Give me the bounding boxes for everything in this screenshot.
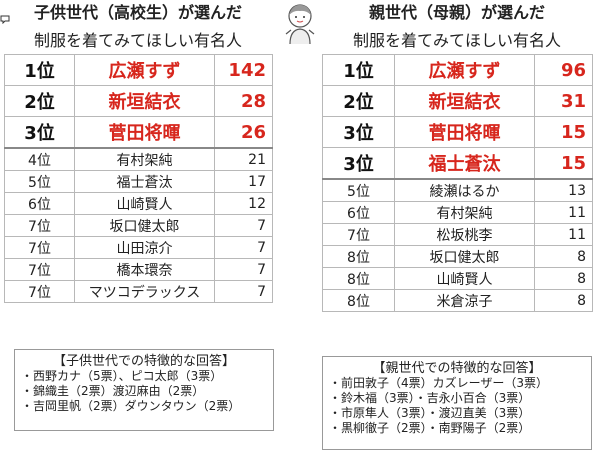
table-row: 3位 菅田将暉 15 <box>322 116 593 148</box>
table-row: 3位 菅田将暉 26 <box>4 116 273 149</box>
table-row: 4位 有村架純 21 <box>4 147 273 171</box>
child-note-line: ・錦織圭（2票）渡辺麻由（2票） <box>21 384 205 398</box>
child-generation-panel: 子供世代（高校生）が選んだ 制服を着てみてほしい有名人 1位 広瀬すず 142 … <box>4 2 273 303</box>
child-panel-subtitle: 制服を着てみてほしい有名人 <box>33 31 242 50</box>
parent-note-line: ・鈴木福（3票）・吉永小百合（3票） <box>329 391 531 405</box>
table-row: 6位 山崎賢人 12 <box>4 192 273 215</box>
table-row: 5位 綾瀬はるか 13 <box>322 178 593 202</box>
parent-generation-panel: 親世代（母親）が選んだ 制服を着てみてほしい有名人 1位 広瀬すず 96 2位 … <box>322 2 593 312</box>
table-row: 1位 広瀬すず 96 <box>322 54 593 86</box>
parent-note-line: ・市原隼人（3票）・渡辺直美（3票） <box>329 406 531 420</box>
child-notes-title: 【子供世代での特徴的な回答】 <box>52 354 235 369</box>
table-row: 7位 松坂桃李 11 <box>322 223 593 246</box>
table-row: 8位 坂口健太郎 8 <box>322 245 593 268</box>
table-row: 8位 山崎賢人 8 <box>322 267 593 290</box>
table-row: 3位 福士蒼汰 15 <box>322 147 593 180</box>
child-notable-answers-box: 【子供世代での特徴的な回答】 ・西野カナ（5票）、ピコ太郎（3票） ・錦織圭（2… <box>14 349 274 431</box>
table-row: 8位 米倉涼子 8 <box>322 289 593 312</box>
table-row: 7位 橋本環奈 7 <box>4 258 273 281</box>
parent-panel-title: 親世代（母親）が選んだ <box>368 3 545 22</box>
table-row: 1位 広瀬すず 142 <box>4 54 273 86</box>
table-row: 2位 新垣結衣 28 <box>4 85 273 117</box>
table-row: 2位 新垣結衣 31 <box>322 85 593 117</box>
child-panel-title: 子供世代（高校生）が選んだ <box>33 3 242 22</box>
table-row: 7位 坂口健太郎 7 <box>4 214 273 237</box>
table-row: 6位 有村架純 11 <box>322 201 593 224</box>
child-note-line: ・西野カナ（5票）、ピコ太郎（3票） <box>21 369 223 383</box>
parent-note-line: ・黒柳徹子（2票）・南野陽子（2票） <box>329 421 531 435</box>
table-row: 5位 福士蒼汰 17 <box>4 170 273 193</box>
parent-notable-answers-box: 【親世代での特徴的な回答】 ・前田敦子（4票）カズレーザー（3票） ・鈴木福（3… <box>322 356 592 450</box>
child-ranking-table: 1位 広瀬すず 142 2位 新垣結衣 28 3位 菅田将暉 26 4位 有村架… <box>4 54 273 303</box>
parent-notes-title: 【親世代での特徴的な回答】 <box>372 361 542 376</box>
table-row: 7位 山田涼介 7 <box>4 236 273 259</box>
child-note-line: ・吉岡里帆（2票）ダウンタウン（2票） <box>21 399 241 413</box>
parent-ranking-table: 1位 広瀬すず 96 2位 新垣結衣 31 3位 菅田将暉 15 3位 福士蒼汰… <box>322 54 593 312</box>
parent-note-line: ・前田敦子（4票）カズレーザー（3票） <box>329 376 549 390</box>
table-row: 7位 マツコデラックス 7 <box>4 280 273 303</box>
mother-avatar-icon <box>285 4 315 45</box>
parent-panel-subtitle: 制服を着てみてほしい有名人 <box>352 31 561 50</box>
speech-bubble-icon <box>0 15 10 24</box>
